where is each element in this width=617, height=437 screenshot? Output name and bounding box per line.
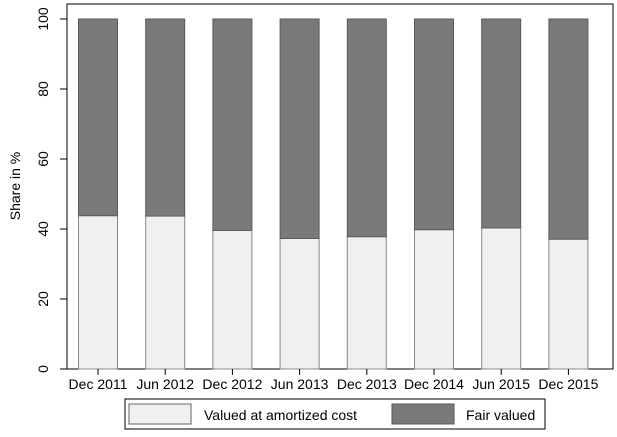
bar-segment-amortized <box>414 229 454 370</box>
x-tick-label: Dec 2014 <box>404 376 464 392</box>
x-tick-label: Dec 2011 <box>69 376 128 392</box>
bar-segment-fair-valued <box>346 18 387 238</box>
bar-segment-fair-valued <box>145 18 186 217</box>
legend-box <box>124 398 546 430</box>
x-tick-label: Dec 2013 <box>337 376 397 392</box>
bar-segment-amortized <box>212 229 253 370</box>
y-axis: 0 20 40 60 80 100 <box>35 4 68 373</box>
y-tick-label: 40 <box>35 221 51 237</box>
bar-segment-fair-valued <box>548 18 589 240</box>
y-axis-title: Share in % <box>7 152 23 220</box>
y-tick-label: 20 <box>35 291 51 307</box>
bar-segment-amortized <box>548 238 589 370</box>
legend-label-amortized: Valued at amortized cost <box>204 407 357 423</box>
x-tick-label: Jun 2013 <box>271 376 329 392</box>
bar-segment-amortized <box>481 227 522 370</box>
legend-label-fair-valued: Fair valued <box>466 407 535 423</box>
bar-segment-fair-valued <box>279 18 320 239</box>
bar-segment-amortized <box>346 236 387 370</box>
legend-swatch-amortized <box>128 403 192 425</box>
y-tick-label: 60 <box>35 151 51 167</box>
bar-segment-fair-valued <box>481 18 522 229</box>
bar-segment-amortized <box>78 215 118 370</box>
x-tick-label: Dec 2012 <box>202 376 262 392</box>
bar-segment-amortized <box>145 215 186 370</box>
y-tick-label: 80 <box>35 81 51 97</box>
y-tick-label: 0 <box>35 365 51 373</box>
x-axis: Dec 2011 Jun 2012 Dec 2012 Jun 2013 Dec 2013… <box>69 369 599 392</box>
x-tick-label: Jun 2015 <box>472 376 530 392</box>
bars-group <box>78 18 589 370</box>
x-tick-label: Jun 2012 <box>136 376 194 392</box>
legend: Valued at amortized cost Fair valued <box>124 398 546 430</box>
legend-swatch-fair-valued <box>391 403 455 425</box>
y-tick-label: 100 <box>35 7 51 31</box>
bar-segment-fair-valued <box>78 18 118 217</box>
bar-segment-fair-valued <box>414 18 454 231</box>
bar-segment-fair-valued <box>212 18 253 231</box>
x-tick-label: Dec 2015 <box>538 376 598 392</box>
bar-segment-amortized <box>279 237 320 370</box>
